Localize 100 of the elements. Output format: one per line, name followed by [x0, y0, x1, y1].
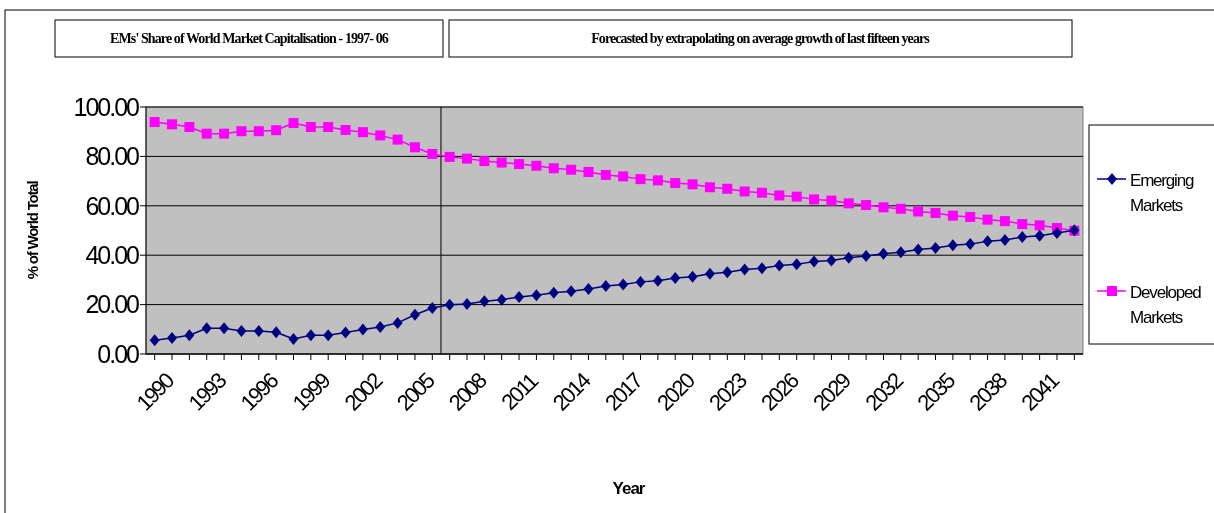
point — [305, 122, 316, 133]
point — [271, 326, 282, 339]
point — [600, 169, 611, 180]
point — [635, 275, 646, 288]
point — [704, 267, 715, 280]
point — [219, 322, 230, 335]
point — [271, 125, 282, 136]
point — [930, 207, 941, 218]
point — [1034, 220, 1045, 231]
point — [618, 278, 629, 291]
point — [323, 329, 334, 342]
y-tick-label: 100.00 — [73, 92, 140, 121]
point — [774, 190, 785, 201]
point — [409, 308, 420, 321]
chart-title: EMs' Share of World Market Capitalisation - 1997- 06 — [110, 31, 389, 46]
point — [600, 280, 611, 293]
point — [496, 293, 507, 306]
y-tick-label: 60.00 — [85, 191, 140, 220]
point — [670, 271, 681, 284]
point — [357, 323, 368, 336]
point — [167, 119, 178, 130]
point — [843, 198, 854, 209]
point — [895, 246, 906, 259]
point — [375, 321, 386, 334]
x-axis-title: Year — [612, 479, 646, 498]
point — [809, 255, 820, 268]
point — [253, 325, 264, 338]
point — [201, 128, 212, 139]
point — [392, 316, 403, 329]
point — [392, 134, 403, 145]
point — [149, 117, 160, 128]
point — [809, 194, 820, 205]
point — [930, 242, 941, 255]
point — [566, 285, 577, 298]
point — [878, 202, 889, 213]
point — [756, 187, 767, 198]
point — [496, 157, 507, 168]
point — [583, 283, 594, 296]
point — [236, 126, 247, 137]
point — [722, 266, 733, 279]
point — [479, 295, 490, 308]
point — [531, 160, 542, 171]
point — [722, 183, 733, 194]
point — [583, 166, 594, 177]
point — [340, 326, 351, 339]
point — [236, 325, 247, 338]
point — [774, 259, 785, 272]
point — [635, 174, 646, 185]
point — [670, 178, 681, 189]
point — [999, 233, 1010, 246]
point — [826, 195, 837, 206]
legend-label: Developed Markets — [1130, 283, 1202, 327]
point — [462, 298, 473, 311]
point — [947, 210, 958, 221]
point — [184, 329, 195, 342]
x-tick-label: 2041 — [1016, 367, 1065, 416]
point — [340, 124, 351, 135]
point — [965, 211, 976, 222]
point — [514, 290, 525, 303]
point — [1051, 226, 1062, 239]
y-tick-label: 0.00 — [97, 339, 140, 368]
point — [999, 216, 1010, 227]
point — [982, 235, 993, 248]
point — [913, 243, 924, 256]
point — [1017, 230, 1028, 243]
point — [791, 191, 802, 202]
point — [427, 302, 438, 315]
point — [531, 289, 542, 302]
point — [219, 128, 230, 139]
point — [861, 249, 872, 262]
legend-label: Emerging Markets — [1130, 171, 1194, 215]
point — [479, 156, 490, 167]
y-tick-label: 80.00 — [85, 142, 140, 171]
point — [878, 247, 889, 260]
point — [982, 214, 993, 225]
point — [947, 239, 958, 252]
point — [462, 153, 473, 164]
point — [739, 186, 750, 197]
y-axis-title: % of World Total — [24, 180, 41, 280]
point — [548, 286, 559, 299]
point — [843, 251, 854, 264]
point — [288, 332, 299, 345]
point — [756, 262, 767, 275]
point — [288, 118, 299, 129]
point — [652, 175, 663, 186]
chart-subtitle: Forecasted by extrapolating on average growth of last fifteen years — [591, 31, 931, 46]
y-tick-label: 40.00 — [85, 240, 140, 269]
point — [323, 122, 334, 133]
point — [739, 263, 750, 276]
point — [427, 148, 438, 159]
point — [687, 179, 698, 190]
point — [548, 163, 559, 174]
point — [375, 130, 386, 141]
point — [167, 331, 178, 344]
point — [149, 334, 160, 347]
point — [704, 182, 715, 193]
point — [201, 322, 212, 335]
point — [444, 151, 455, 162]
point — [618, 171, 629, 182]
point — [444, 298, 455, 311]
